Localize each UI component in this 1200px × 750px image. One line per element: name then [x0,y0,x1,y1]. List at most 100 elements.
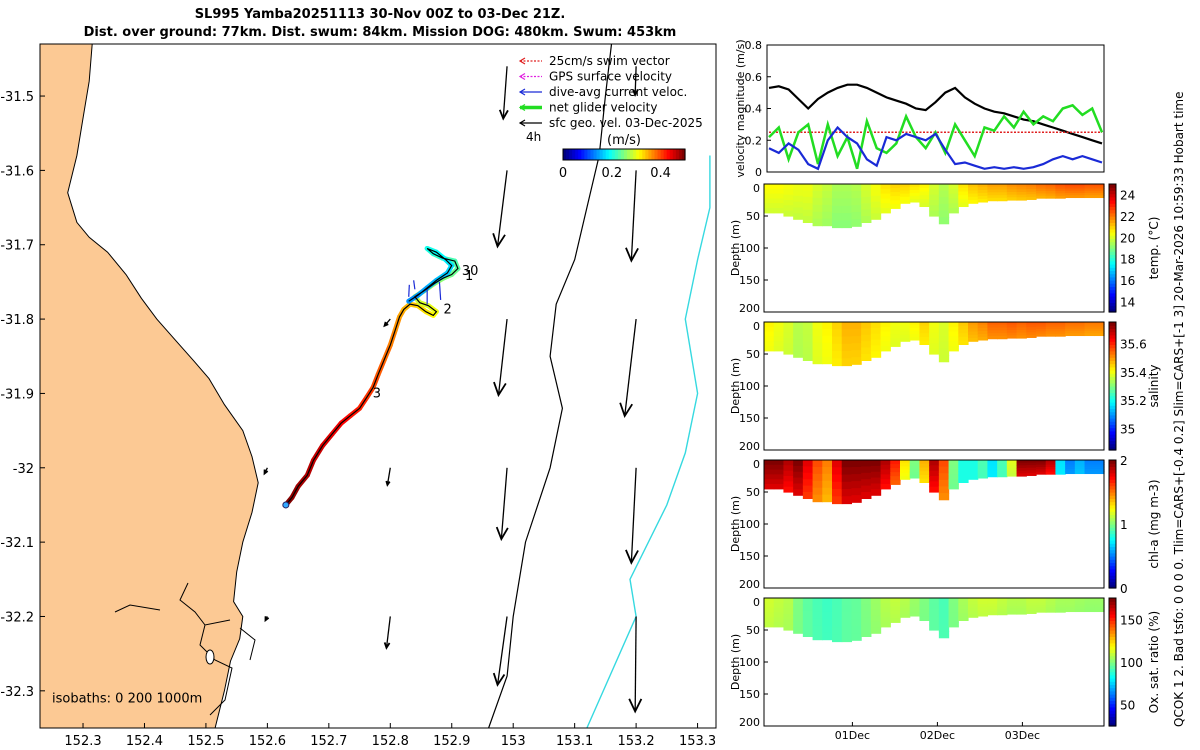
map-colorbar-cell [584,149,588,160]
section-data-cell [1006,462,1018,466]
map-frame [39,43,717,729]
section-colorbar-tick-label: 16 [1120,274,1135,288]
section-data-cell [851,467,862,475]
map-colorbar-frame [562,148,686,161]
map-colorbar-cell [611,149,616,160]
section-data-cell [987,600,998,605]
section-data-cell [1006,460,1018,464]
section-colorbar-cell [1109,264,1116,268]
section-data-cell [997,462,1008,467]
geo-velocity-arrowhead [492,233,506,249]
section-colorbar-cell [1109,260,1116,265]
section-data-cell [1045,191,1057,194]
section-data-cell [1026,610,1037,614]
section-data-cell [841,322,853,330]
map-colorbar-cell [645,149,649,160]
section-data-cell [783,465,794,472]
section-y-axis-label: Depth (m) [729,358,742,414]
section-data-cell [822,632,833,641]
section-data-cell [929,189,940,196]
section-data-cell [1084,188,1095,192]
section-data-cell [909,612,921,617]
section-colorbar-cell [1109,508,1116,512]
section-data-cell [890,338,901,343]
section-data-cell [870,615,882,623]
section-data-cell [968,187,979,191]
section-data-cell [997,473,1008,478]
section-data-cell [1045,193,1057,197]
section-data-cell [890,322,901,327]
section-data-cell [1055,460,1066,463]
section-colorbar-cell [1109,344,1116,349]
section-data-cell [832,474,843,483]
map-x-tick-label: 152.8 [372,734,409,749]
section-data-cell [987,330,998,334]
section-data-cell [793,609,804,617]
map-x-tick-label: 152.6 [249,734,286,749]
time-x-tick-label: 02Dec [920,729,955,742]
section-data-cell [822,487,833,496]
section-colorbar-cell [1109,639,1116,644]
section-data-cell [880,464,891,471]
section-data-cell [773,208,785,214]
section-data-cell [1026,334,1037,338]
section-colorbar-cell [1109,366,1116,371]
geo-velocity-vector [496,616,508,685]
section-colorbar-cell [1109,610,1116,615]
section-data-cell [880,607,891,613]
section-data-cell [1016,473,1027,477]
legend-swatch-arrowhead [518,72,526,81]
section-data-cell [802,604,814,612]
section-data-cell [1084,609,1095,613]
section-data-cell [1045,188,1057,192]
section-data-cell [1055,324,1066,328]
lake-outline [205,649,215,665]
legend-swatch-arrowhead [518,88,526,96]
section-data-cell [929,460,940,466]
section-data-cell [773,612,785,618]
section-data-cell [929,210,940,217]
section-data-cell [764,208,775,214]
section-data-cell [870,609,882,617]
section-colorbar-tick-label: 35.6 [1120,337,1147,351]
section-data-cell [938,611,950,619]
section-colorbar-cell [1109,193,1116,198]
section-data-cell [909,465,921,470]
section-data-cell [890,330,901,335]
section-colorbar-cell [1109,395,1116,400]
section-data-cell [997,184,1008,188]
section-data-cell [793,351,804,358]
section-colorbar-cell [1109,485,1116,490]
section-data-cell [987,471,998,475]
section-data-cell [958,460,969,465]
section-data-cell [938,210,950,218]
section-data-cell [880,208,891,214]
section-data-cell [861,354,872,361]
section-data-cell [870,603,882,611]
geo-velocity-vector [634,66,637,95]
section-colorbar-cell [1109,212,1116,217]
section-data-cell [919,474,930,480]
section-data-cell [802,196,814,204]
section-data-cell [1084,604,1095,608]
section-data-cell [900,598,911,602]
section-data-cell [1055,609,1066,613]
track-day-marker: 1 [465,269,473,284]
section-colorbar-cell [1109,446,1116,451]
map-colorbar-cell [627,149,631,160]
section-data-cell [919,598,930,603]
section-data-cell [958,333,969,338]
section-data-cell [764,617,775,623]
geo-velocity-arrowhead [625,247,639,263]
section-data-cell [822,349,833,358]
section-colorbar-frame [1108,459,1117,589]
section-data-cell [948,460,959,466]
section-data-cell [1045,184,1057,187]
section-data-cell [812,197,823,206]
section-data-cell [841,496,853,505]
section-data-cell [938,486,950,494]
section-data-cell [870,327,882,335]
section-colorbar-cell [1109,674,1116,679]
dive-avg-current-vector [413,280,416,290]
section-colorbar-cell [1109,251,1116,255]
